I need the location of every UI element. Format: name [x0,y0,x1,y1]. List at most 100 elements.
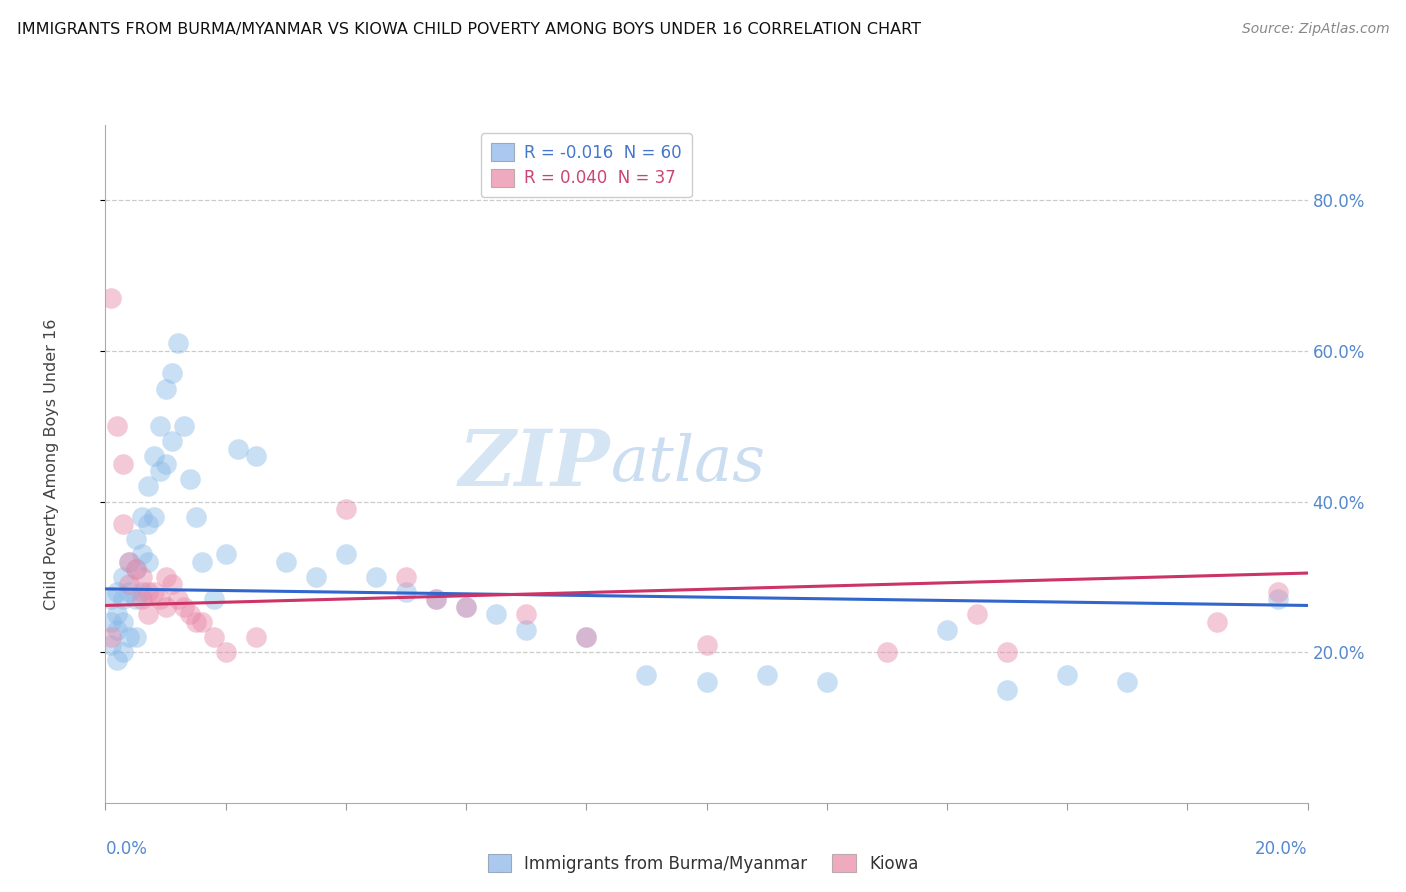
Text: Source: ZipAtlas.com: Source: ZipAtlas.com [1241,22,1389,37]
Point [995,645,1018,659]
Point [155,457,177,471]
Point [696,638,718,652]
Point [112,517,135,532]
Point [184,615,207,629]
Point [966,607,988,622]
Legend: Immigrants from Burma/Myanmar, Kiowa: Immigrants from Burma/Myanmar, Kiowa [481,847,925,880]
Point [995,682,1018,697]
Point [136,607,159,622]
Point [100,630,122,644]
Point [245,450,267,464]
Text: 20.0%: 20.0% [1256,840,1308,858]
Point [148,419,170,434]
Point [112,645,135,659]
Point [425,592,447,607]
Point [335,547,357,561]
Point [142,450,165,464]
Point [515,607,537,622]
Point [107,607,129,622]
Legend: R = -0.016  N = 60, R = 0.040  N = 37: R = -0.016 N = 60, R = 0.040 N = 37 [481,133,692,197]
Point [107,419,129,434]
Point [160,577,183,591]
Point [425,592,447,607]
Point [305,570,328,584]
Point [190,555,212,569]
Point [107,623,129,637]
Point [876,645,898,659]
Point [136,479,159,493]
Point [131,547,153,561]
Point [118,585,141,599]
Point [124,630,146,644]
Point [160,367,183,381]
Point [112,457,135,471]
Point [190,615,212,629]
Point [1116,675,1139,690]
Point [485,607,508,622]
Point [335,502,357,516]
Point [575,630,598,644]
Point [696,675,718,690]
Point [142,585,165,599]
Point [148,464,170,478]
Point [364,570,387,584]
Point [395,570,418,584]
Text: IMMIGRANTS FROM BURMA/MYANMAR VS KIOWA CHILD POVERTY AMONG BOYS UNDER 16 CORRELA: IMMIGRANTS FROM BURMA/MYANMAR VS KIOWA C… [17,22,921,37]
Text: ZIP: ZIP [458,425,610,502]
Point [454,599,477,614]
Point [100,592,122,607]
Point [160,434,183,449]
Point [395,585,418,599]
Point [100,291,122,305]
Point [118,555,141,569]
Text: Child Poverty Among Boys Under 16: Child Poverty Among Boys Under 16 [44,318,59,609]
Point [184,509,207,524]
Point [179,607,201,622]
Point [107,585,129,599]
Point [166,592,188,607]
Point [214,645,236,659]
Point [107,653,129,667]
Point [226,442,249,456]
Point [173,419,195,434]
Point [131,585,153,599]
Point [179,472,201,486]
Text: 0.0%: 0.0% [105,840,148,858]
Point [155,599,177,614]
Point [124,562,146,576]
Point [112,570,135,584]
Point [124,592,146,607]
Point [173,599,195,614]
Point [136,585,159,599]
Point [155,570,177,584]
Text: atlas: atlas [610,433,765,495]
Point [118,555,141,569]
Point [112,615,135,629]
Point [136,517,159,532]
Point [936,623,959,637]
Point [515,623,537,637]
Point [131,509,153,524]
Point [1267,592,1289,607]
Point [1056,667,1078,681]
Point [131,592,153,607]
Point [142,509,165,524]
Point [1206,615,1229,629]
Point [202,630,225,644]
Point [112,592,135,607]
Point [1267,585,1289,599]
Point [755,667,778,681]
Point [202,592,225,607]
Point [124,532,146,546]
Point [136,555,159,569]
Point [148,592,170,607]
Point [454,599,477,614]
Point [124,562,146,576]
Point [636,667,658,681]
Point [214,547,236,561]
Point [245,630,267,644]
Point [155,382,177,396]
Point [815,675,838,690]
Point [131,570,153,584]
Point [118,630,141,644]
